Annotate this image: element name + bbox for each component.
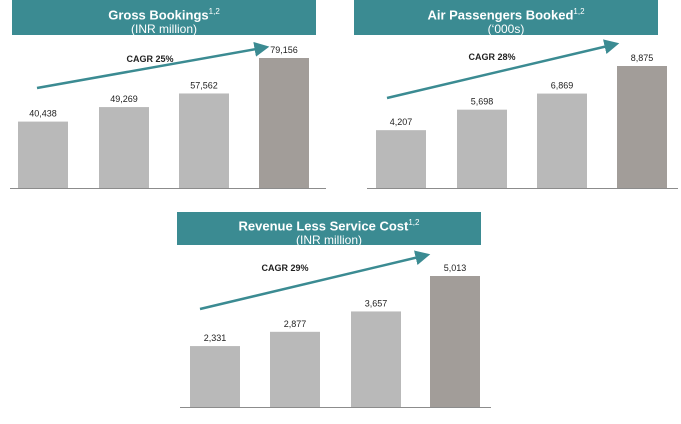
- bar-fy15: [376, 130, 426, 188]
- x-tick-label: FY16: [471, 0, 493, 2]
- chart-title-footnote: 1,2: [208, 7, 220, 16]
- x-tick-label: FY17: [365, 211, 387, 213]
- chart-title-footnote: 1,2: [573, 7, 585, 16]
- data-label: 5,013: [444, 263, 467, 273]
- data-label: 8,875: [631, 53, 654, 63]
- bar-fy18: [617, 66, 667, 188]
- cagr-annotation: CAGR 28%: [468, 52, 515, 62]
- chart-title-footnote: 1,2: [408, 218, 420, 227]
- data-label: 5,698: [471, 97, 494, 107]
- x-tick-label: FY15: [390, 0, 412, 2]
- cagr-annotation: CAGR 25%: [126, 54, 173, 64]
- chart-plot: 4,207 FY15 5,698 FY16 6,869 FY17 8,875 FY18 CAGR…: [367, 0, 678, 189]
- chart-title: Gross Bookings: [108, 7, 209, 23]
- cagr-annotation: CAGR 29%: [261, 263, 308, 273]
- chart-header: Revenue Less Service Cost1,2 (INR millio…: [177, 212, 481, 248]
- data-label: 4,207: [390, 117, 413, 127]
- bar-fy18: [259, 58, 309, 188]
- chart-plot: 40,438 FY15 49,269 FY16 57,562 FY17 79,156 FY18…: [10, 0, 326, 189]
- bar-fy16: [457, 109, 507, 188]
- data-label: 57,562: [190, 80, 218, 90]
- x-tick-label: FY16: [284, 211, 306, 213]
- bar-fy16: [99, 107, 149, 188]
- bar-fy17: [537, 93, 587, 188]
- x-tick-label: FY18: [273, 0, 295, 2]
- bar-fy15: [18, 121, 68, 188]
- chart-subtitle: (‘000s): [487, 22, 525, 37]
- chart-panel-gross-bookings: Gross Bookings1,2 (INR million) 40,438 FY…: [0, 0, 330, 212]
- chart-subtitle: (INR million): [131, 22, 197, 37]
- data-label: 6,869: [551, 81, 574, 91]
- data-label: 40,438: [29, 109, 57, 119]
- chart-subtitle: (INR million): [296, 233, 362, 248]
- chart-header: Gross Bookings1,2 (INR million): [12, 0, 316, 37]
- x-tick-label: FY15: [204, 211, 226, 213]
- data-label: 79,156: [270, 45, 298, 55]
- bar-fy17: [351, 311, 401, 407]
- data-label: 49,269: [110, 94, 138, 104]
- chart-panel-air-passengers: Air Passengers Booked1,2 (‘000s) 4,207 FY…: [352, 0, 681, 212]
- bar-fy16: [270, 331, 320, 407]
- x-tick-label: FY16: [113, 0, 135, 2]
- x-tick-label: FY18: [631, 0, 653, 2]
- x-tick-label: FY15: [32, 0, 54, 2]
- bar-fy15: [190, 346, 240, 407]
- chart-panel-revenue-less-service-cost: Revenue Less Service Cost1,2 (INR millio…: [165, 211, 510, 424]
- chart-plot: 2,331 FY15 2,877 FY16 3,657 FY17 5,013 FY18 CAGR…: [180, 211, 491, 408]
- growth-arrow: [199, 250, 431, 311]
- data-label: 3,657: [365, 298, 388, 308]
- x-tick-label: FY17: [551, 0, 573, 2]
- chart-header: Air Passengers Booked1,2 (‘000s): [354, 0, 658, 37]
- data-label: 2,331: [204, 333, 227, 343]
- x-tick-label: FY18: [444, 211, 466, 213]
- x-tick-label: FY17: [193, 0, 215, 2]
- bar-fy17: [179, 93, 229, 188]
- data-label: 2,877: [284, 319, 307, 329]
- chart-title: Air Passengers Booked: [427, 7, 574, 23]
- growth-arrow: [386, 39, 620, 100]
- chart-title: Revenue Less Service Cost: [238, 218, 409, 234]
- growth-arrow: [36, 41, 270, 90]
- bar-fy18: [430, 276, 480, 407]
